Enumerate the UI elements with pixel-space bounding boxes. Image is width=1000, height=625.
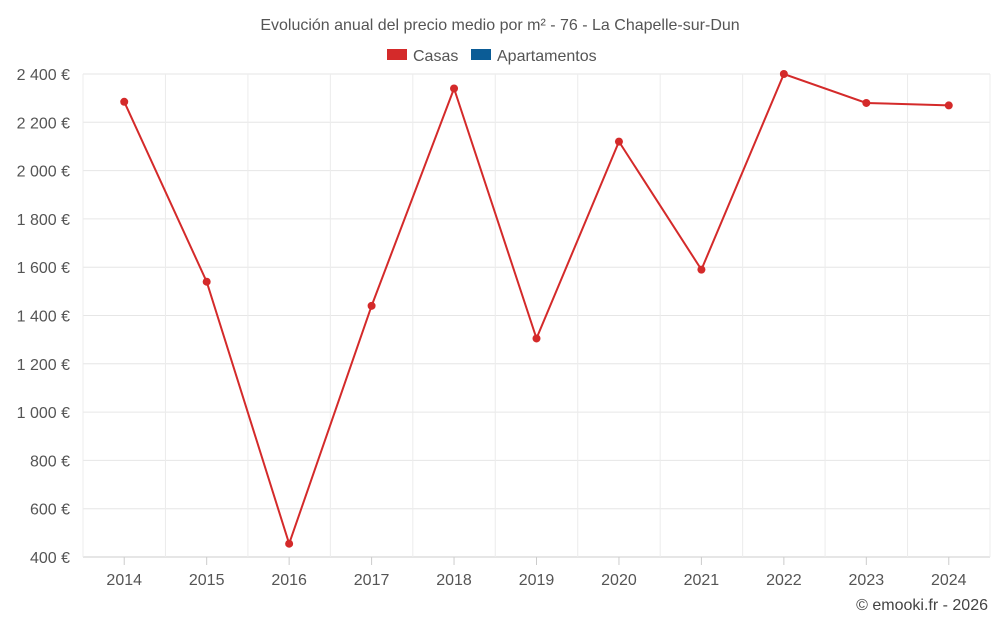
y-tick-label: 400 € xyxy=(30,550,70,567)
data-point[interactable] xyxy=(367,301,376,310)
y-tick-label: 1 200 € xyxy=(17,357,70,374)
x-tick-label: 2015 xyxy=(189,572,225,589)
y-tick-label: 2 400 € xyxy=(17,67,70,84)
x-tick-label: 2014 xyxy=(106,572,142,589)
y-tick-label: 1 800 € xyxy=(17,212,70,229)
y-tick-label: 1 400 € xyxy=(17,309,70,326)
x-tick-label: 2016 xyxy=(271,572,307,589)
data-point[interactable] xyxy=(944,101,953,110)
y-tick-label: 600 € xyxy=(30,502,70,519)
x-tick-label: 2023 xyxy=(849,572,885,589)
legend: Casas Apartamentos xyxy=(387,48,597,65)
x-tick-label: 2024 xyxy=(931,572,967,589)
x-tick-label: 2020 xyxy=(601,572,637,589)
credit-text: © emooki.fr - 2026 xyxy=(856,597,988,614)
data-point[interactable] xyxy=(202,277,211,286)
data-point[interactable] xyxy=(450,84,459,93)
legend-swatch-casas[interactable] xyxy=(387,49,407,60)
series-layer xyxy=(120,70,953,548)
data-point[interactable] xyxy=(697,265,706,274)
data-point[interactable] xyxy=(532,334,541,343)
data-point[interactable] xyxy=(614,137,623,146)
y-tick-label: 1 000 € xyxy=(17,405,70,422)
legend-swatch-apartamentos[interactable] xyxy=(471,49,491,60)
chart-title: Evolución anual del precio medio por m² … xyxy=(260,17,739,34)
y-tick-label: 2 200 € xyxy=(17,115,70,132)
legend-label-casas[interactable]: Casas xyxy=(413,48,458,65)
x-tick-label: 2021 xyxy=(684,572,720,589)
y-tick-label: 1 600 € xyxy=(17,260,70,277)
grid xyxy=(82,73,991,558)
x-tick-label: 2019 xyxy=(519,572,555,589)
y-tick-label: 2 000 € xyxy=(17,164,70,181)
y-tick-label: 800 € xyxy=(30,453,70,470)
data-point[interactable] xyxy=(862,98,871,107)
x-tick-label: 2017 xyxy=(354,572,390,589)
data-point[interactable] xyxy=(779,70,788,78)
data-point[interactable] xyxy=(285,539,294,548)
y-axis: 400 € 600 € 800 € 1 000 € 1 200 € 1 400 € 1 60… xyxy=(17,67,70,567)
data-point[interactable] xyxy=(120,97,129,106)
x-axis: 2014 2015 2016 2017 2018 2019 2020 2021 2022 2023… xyxy=(106,557,967,589)
x-tick-label: 2022 xyxy=(766,572,802,589)
x-tick-label: 2018 xyxy=(436,572,472,589)
legend-label-apartamentos[interactable]: Apartamentos xyxy=(497,48,597,65)
